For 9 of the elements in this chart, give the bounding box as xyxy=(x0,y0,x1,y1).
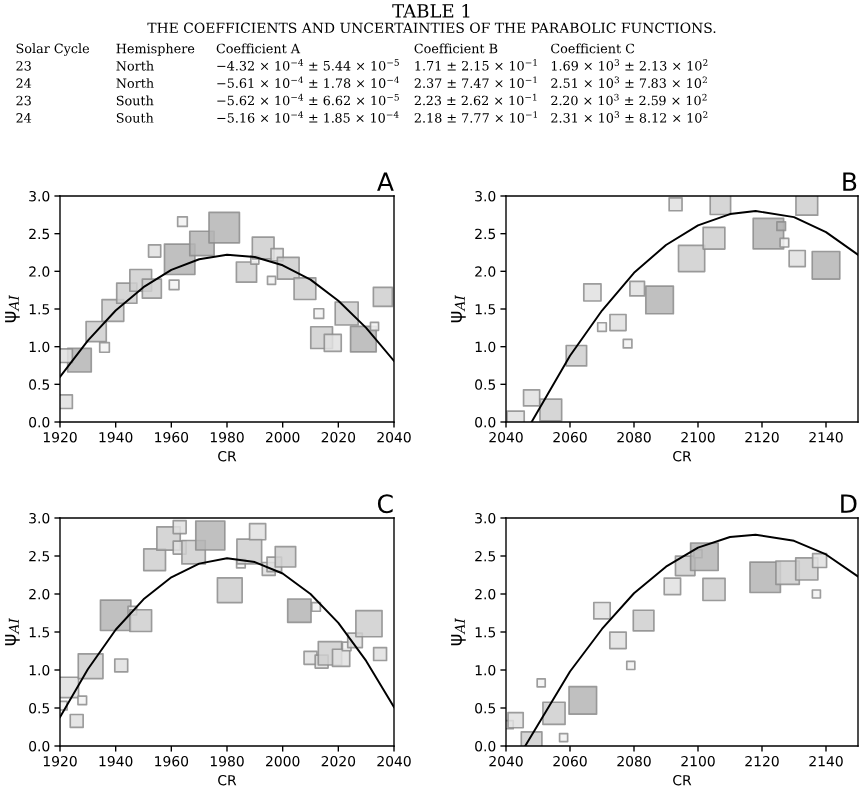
text: TABLE 1 xyxy=(392,4,470,18)
chart-title: B xyxy=(843,172,857,191)
chart-title: D xyxy=(841,494,857,513)
chart-title: A xyxy=(377,172,394,191)
y-axis-title: ψ$_{AI}$ xyxy=(451,617,466,646)
chart-title: C xyxy=(377,494,393,514)
y-axis-title: ψ$_{AI}$ xyxy=(451,294,466,323)
y-axis-title: ψ$_{AI}$ xyxy=(5,617,20,646)
y-axis-title: ψ$_{AI}$ xyxy=(5,294,20,323)
